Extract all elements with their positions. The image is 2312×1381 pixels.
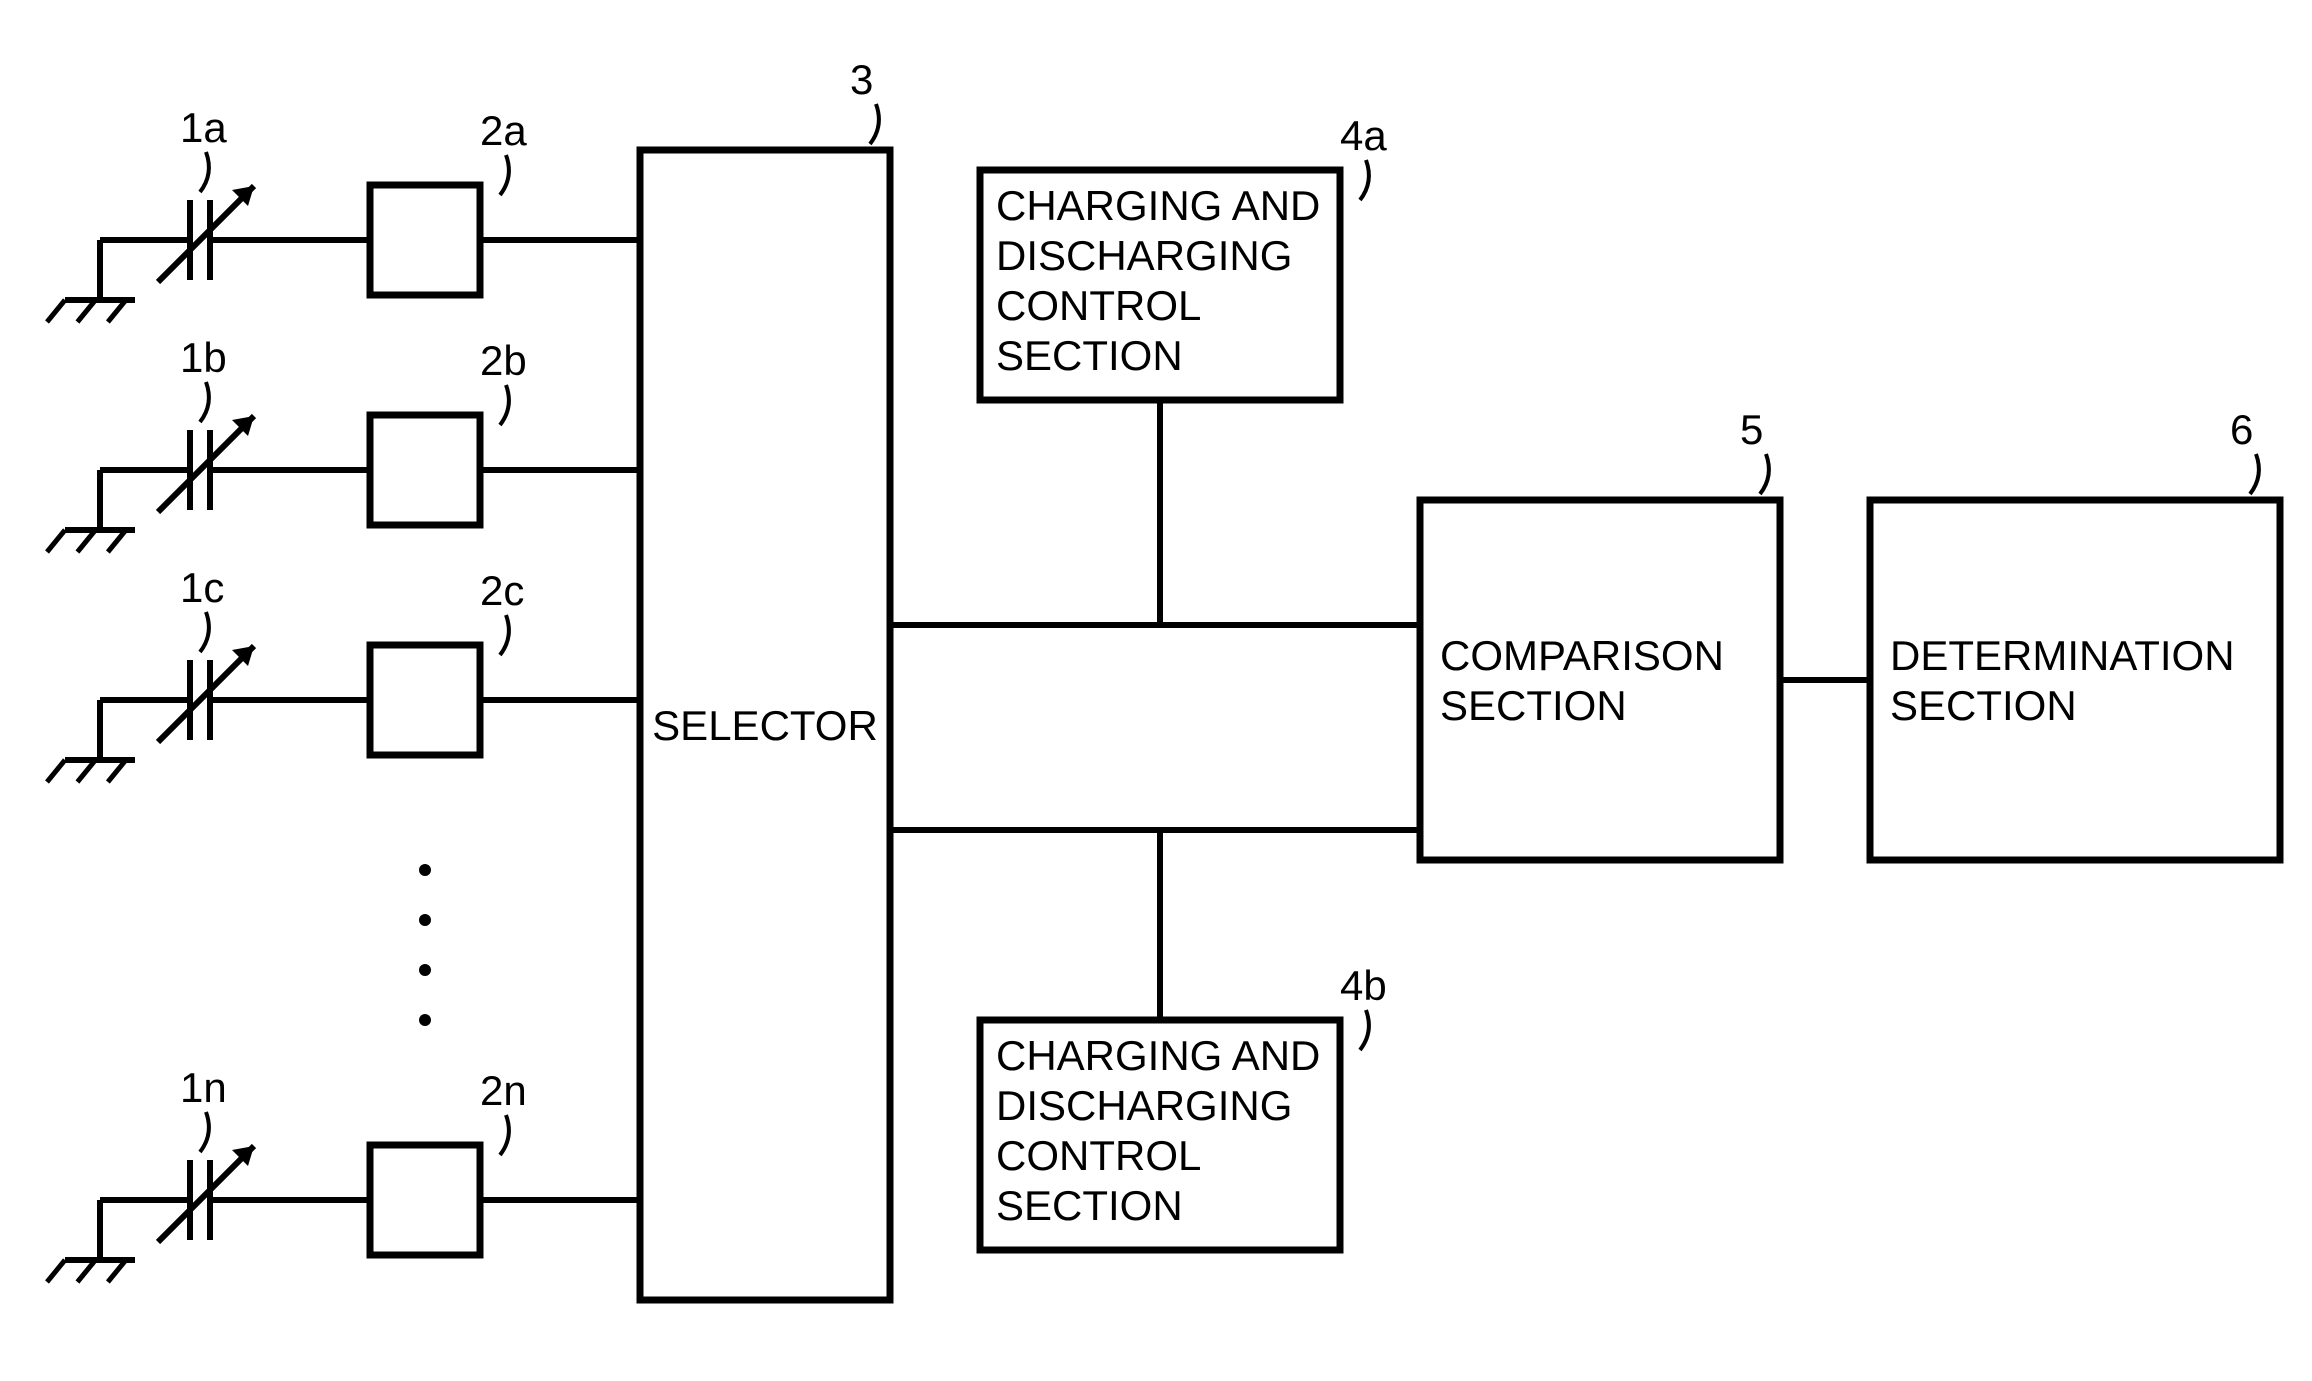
amp-box-n bbox=[370, 1145, 480, 1255]
comparison-block bbox=[1420, 500, 1780, 860]
cd-lower-line-3: SECTION bbox=[996, 1182, 1183, 1229]
amp-label-b: 2b bbox=[480, 337, 527, 384]
selector-label: SELECTOR bbox=[652, 702, 878, 749]
cap-label-b: 1b bbox=[180, 334, 227, 381]
cd-upper-line-0: CHARGING AND bbox=[996, 182, 1320, 229]
cap-label-n: 1n bbox=[180, 1064, 227, 1111]
cd-upper-line-2: CONTROL bbox=[996, 282, 1201, 329]
cd-lower-line-2: CONTROL bbox=[996, 1132, 1201, 1179]
cd-upper-line-1: DISCHARGING bbox=[996, 232, 1292, 279]
determination-block bbox=[1870, 500, 2280, 860]
cap-label-a: 1a bbox=[180, 104, 227, 151]
amp-box-a bbox=[370, 185, 480, 295]
cd-lower-num: 4b bbox=[1340, 962, 1387, 1009]
comparison-num: 5 bbox=[1740, 406, 1763, 453]
cd-lower-line-0: CHARGING AND bbox=[996, 1032, 1320, 1079]
determination-line-0: DETERMINATION bbox=[1890, 632, 2235, 679]
cd-upper-line-3: SECTION bbox=[996, 332, 1183, 379]
cd-lower-line-1: DISCHARGING bbox=[996, 1082, 1292, 1129]
selector-num: 3 bbox=[850, 56, 873, 103]
amp-box-c bbox=[370, 645, 480, 755]
amp-label-n: 2n bbox=[480, 1067, 527, 1114]
amp-label-a: 2a bbox=[480, 107, 527, 154]
comparison-line-0: COMPARISON bbox=[1440, 632, 1724, 679]
cap-label-c: 1c bbox=[180, 564, 224, 611]
amp-label-c: 2c bbox=[480, 567, 524, 614]
determination-num: 6 bbox=[2230, 406, 2253, 453]
comparison-line-1: SECTION bbox=[1440, 682, 1627, 729]
determination-line-1: SECTION bbox=[1890, 682, 2077, 729]
amp-box-b bbox=[370, 415, 480, 525]
cd-upper-num: 4a bbox=[1340, 112, 1387, 159]
